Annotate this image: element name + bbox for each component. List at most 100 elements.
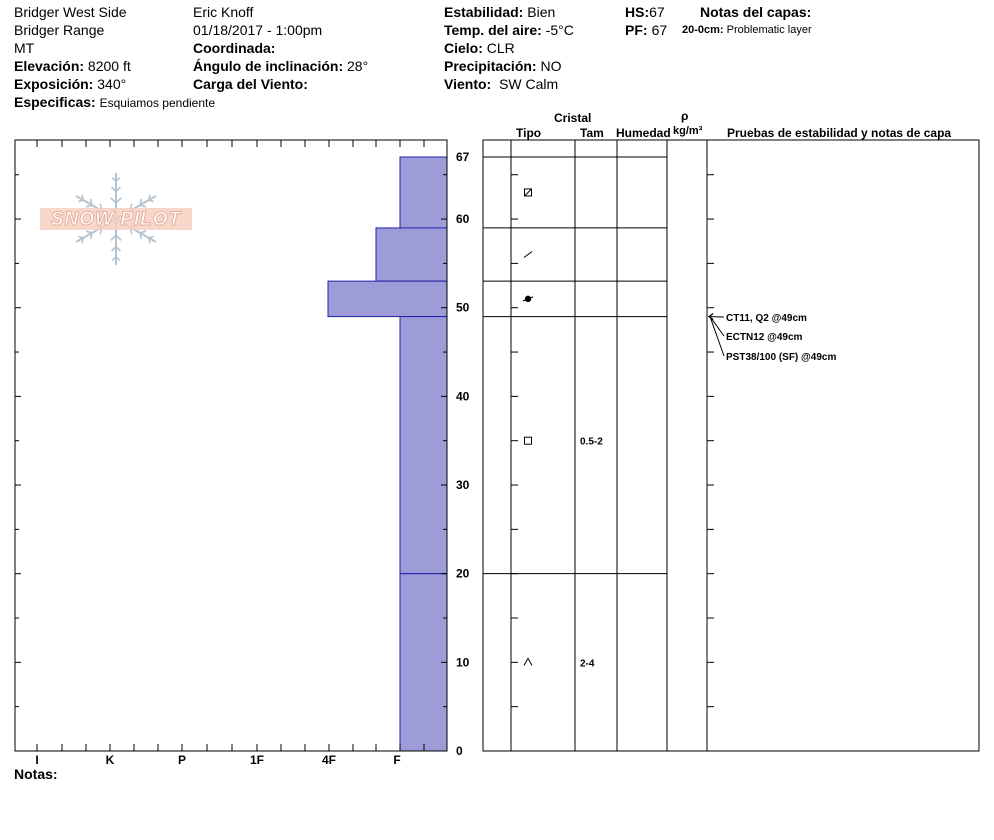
- aspect-label: Exposición:: [14, 76, 94, 92]
- pf-label: PF:: [625, 22, 648, 38]
- snowflake-branch: [139, 230, 147, 234]
- pf-value: 67: [651, 22, 668, 38]
- crystal-slash: [523, 251, 533, 258]
- air-temp-value: -5°C: [545, 22, 574, 38]
- snowflake-branch: [115, 197, 122, 204]
- depth-tick-label: 20: [456, 567, 470, 581]
- melt-freeze-dot-icon: [522, 295, 534, 303]
- hs-label: HS:: [625, 4, 650, 20]
- crystal-size-label: 0.5-2: [580, 437, 603, 448]
- snowflake-branch: [115, 256, 121, 262]
- snowflake-branch: [85, 204, 93, 208]
- precip-row: Precipitación: NO: [444, 58, 561, 74]
- hardness-bar: [399, 316, 448, 575]
- snowflake-branch: [110, 197, 117, 204]
- size-header: Tam: [580, 126, 604, 140]
- snowflake-branch: [110, 186, 117, 192]
- crystal-header: Cristal: [554, 111, 592, 125]
- hardness-bar: [375, 227, 448, 282]
- snowflake-branch: [81, 237, 85, 244]
- snowflake-branch: [85, 230, 93, 234]
- density-unit-header: kg/m³: [673, 125, 703, 137]
- range-name: Bridger Range: [14, 22, 105, 38]
- precip-value: NO: [540, 58, 562, 74]
- wind-row: Viento: SW Calm: [444, 76, 558, 92]
- snowflake-branch: [115, 234, 122, 241]
- density-rho-header: ρ: [681, 109, 689, 123]
- observer-name: Eric Knoff: [193, 4, 254, 20]
- air-temp-row: Temp. del aire: -5°C: [444, 22, 574, 38]
- logo-band: [40, 208, 192, 230]
- tests-header: Pruebas de estabilidad y notas de capa: [727, 126, 952, 140]
- slope-row: Ángulo de inclinación: 28°: [193, 58, 368, 74]
- depth-tick-label: 50: [456, 301, 470, 315]
- decomposing-slash-icon: [523, 251, 533, 258]
- aspect-row: Exposición: 340°: [14, 76, 126, 92]
- snowflake-branch: [115, 246, 122, 252]
- stability-test-label: PST38/100 (SF) @49cm: [726, 352, 836, 363]
- hardness-bar: [327, 280, 448, 318]
- sky-value: CLR: [486, 40, 515, 56]
- wind-load-label: Carga del Viento:: [193, 76, 308, 92]
- observation-datetime: 01/18/2017 - 1:00pm: [193, 22, 323, 38]
- crystal-square: [524, 436, 532, 445]
- snowflake-branch: [139, 232, 143, 240]
- air-temp-label: Temp. del aire:: [444, 22, 542, 38]
- type-header: Tipo: [516, 126, 542, 140]
- test-arrow-head: [708, 313, 714, 320]
- crystal-size-label: 2-4: [580, 658, 595, 669]
- hardness-category-label: F: [393, 753, 400, 767]
- elevation-value: 8200 ft: [87, 58, 131, 74]
- depth-tick-label: 10: [456, 655, 470, 669]
- stability-test-label: ECTN12 @49cm: [726, 332, 803, 343]
- snowflake-branch: [115, 176, 121, 182]
- notes-label: Notas:: [14, 766, 58, 782]
- logo-text: SNOW PILOT: [51, 209, 182, 230]
- elevation-row: Elevación: 8200 ft: [14, 58, 131, 74]
- snowflake-branch: [111, 176, 117, 182]
- precip-label: Precipitación:: [444, 58, 537, 74]
- snowflake-branch: [147, 237, 151, 244]
- hardness-category-label: 4F: [322, 753, 336, 767]
- hardness-category-label: 1F: [250, 753, 264, 767]
- snowflake-branch: [148, 199, 155, 203]
- snowflake-branch: [115, 186, 122, 192]
- snowflake-branch: [77, 235, 84, 239]
- state-name: MT: [14, 40, 35, 56]
- snowflake-branch: [139, 198, 143, 206]
- moisture-header: Humedad: [616, 126, 671, 140]
- stability-label: Estabilidad:: [444, 4, 524, 20]
- snowflake-branch: [77, 199, 84, 203]
- stability-test-label: CT11, Q2 @49cm: [726, 313, 807, 324]
- snowflake-branch: [139, 204, 147, 208]
- snowflake-branch: [110, 234, 117, 241]
- snowflake-branch: [110, 246, 117, 252]
- hs-value: 67: [649, 4, 665, 20]
- aspect-value: 340°: [97, 76, 127, 92]
- depth-tick-label: 67: [456, 150, 470, 164]
- crystal-dash: [522, 296, 534, 302]
- coordinate-label: Coordinada:: [193, 40, 276, 56]
- snowflake-branch: [89, 198, 93, 206]
- pf-row: PF: 67: [625, 22, 667, 38]
- depth-tick-label: 0: [456, 744, 463, 758]
- slope-label: Ángulo de inclinación:: [193, 58, 344, 74]
- depth-tick-label: 30: [456, 478, 470, 492]
- specifics-row: Especificas: Esquiamos pendiente: [14, 94, 215, 111]
- snowflake-branch: [89, 232, 93, 240]
- hardness-category-label: P: [178, 753, 186, 767]
- snowflake-branch: [111, 256, 117, 262]
- snowflake-branch: [147, 194, 151, 201]
- stability-value: Bien: [527, 4, 556, 20]
- hardness-category-label: I: [35, 753, 38, 767]
- layer-table-frame: [482, 139, 980, 752]
- hs-row: HS:67: [625, 4, 665, 20]
- sky-row: Cielo: CLR: [444, 40, 515, 56]
- snowflake-branch: [148, 235, 155, 239]
- layer-note-text: Problematic layer: [726, 24, 812, 36]
- crystal-box: [524, 188, 532, 197]
- wind-value: SW Calm: [499, 76, 559, 92]
- layer-note: 20-0cm: Problematic layer: [682, 24, 812, 37]
- crystal-diagonal: [524, 188, 532, 197]
